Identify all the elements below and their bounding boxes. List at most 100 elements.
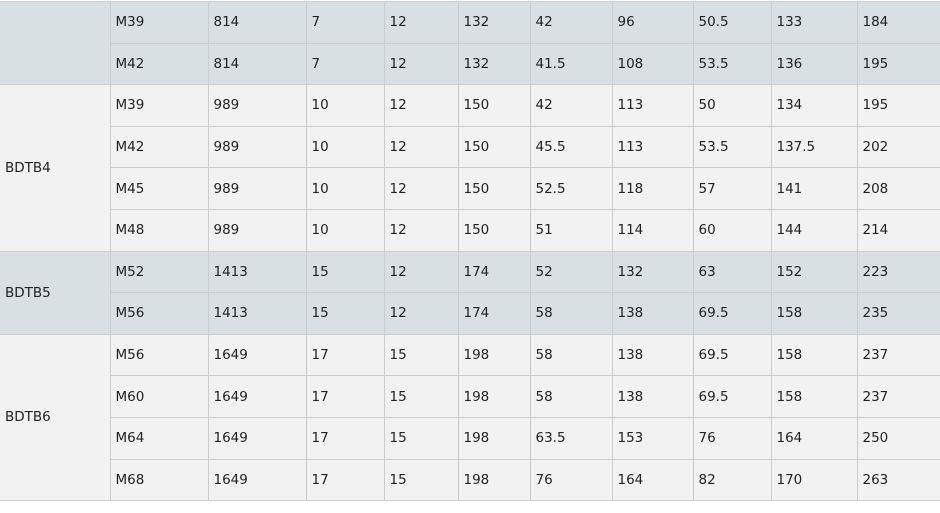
value-cell: 133: [770, 1, 858, 44]
value-cell: 69.5: [692, 292, 772, 335]
value-cell: 164: [611, 458, 694, 502]
value-cell: 137.5: [770, 125, 858, 169]
value-cell: 113: [611, 125, 694, 169]
value-cell: 223: [856, 250, 940, 294]
value-cell: 15: [305, 250, 385, 294]
value-cell: 7: [305, 1, 385, 44]
table-row: M56 1413 15 12 174 58 138 69.5 158 235: [0, 292, 940, 335]
size-cell: M56: [109, 292, 209, 335]
table-row: BDTB5 M52 1413 15 12 174 52 132 63 152 223: [0, 250, 940, 335]
value-cell: 10: [305, 167, 385, 210]
value-cell: 50: [692, 84, 772, 127]
value-cell: 45.5: [529, 125, 613, 169]
value-cell: 58: [529, 375, 613, 418]
value-cell: 198: [457, 416, 531, 460]
value-cell: 58: [529, 333, 613, 377]
value-cell: 1649: [207, 333, 307, 377]
table-row: M60 1649 17 15 198 58 138 69.5 158 237: [0, 375, 940, 418]
value-cell: 237: [856, 333, 940, 377]
value-cell: 170: [770, 458, 858, 502]
value-cell: 10: [305, 84, 385, 127]
size-cell: M45: [109, 167, 209, 210]
value-cell: 51: [529, 208, 613, 252]
value-cell: 989: [207, 84, 307, 127]
value-cell: 12: [383, 42, 459, 86]
value-cell: 136: [770, 42, 858, 86]
value-cell: 153: [611, 416, 694, 460]
value-cell: 76: [529, 458, 613, 502]
value-cell: 141: [770, 167, 858, 210]
size-cell: M52: [109, 250, 209, 294]
value-cell: 76: [692, 416, 772, 460]
table-row: M68 1649 17 15 198 76 164 82 170 263: [0, 458, 940, 502]
value-cell: 164: [770, 416, 858, 460]
value-cell: 17: [305, 416, 385, 460]
value-cell: 1413: [207, 292, 307, 335]
value-cell: 158: [770, 292, 858, 335]
size-cell: M42: [109, 125, 209, 169]
value-cell: 113: [611, 84, 694, 127]
value-cell: 17: [305, 375, 385, 418]
value-cell: 989: [207, 125, 307, 169]
value-cell: 132: [611, 250, 694, 294]
value-cell: 150: [457, 84, 531, 127]
value-cell: 235: [856, 292, 940, 335]
value-cell: 63: [692, 250, 772, 294]
value-cell: 195: [856, 42, 940, 86]
value-cell: 10: [305, 125, 385, 169]
value-cell: 184: [856, 1, 940, 44]
value-cell: 53.5: [692, 42, 772, 86]
value-cell: 52: [529, 250, 613, 294]
size-cell: M64: [109, 416, 209, 460]
value-cell: 814: [207, 42, 307, 86]
value-cell: 12: [383, 292, 459, 335]
value-cell: 96: [611, 1, 694, 44]
value-cell: 17: [305, 458, 385, 502]
value-cell: 208: [856, 167, 940, 210]
size-cell: M56: [109, 333, 209, 377]
group-label-cell: BDTB6: [0, 333, 111, 502]
value-cell: 237: [856, 375, 940, 418]
table-row: BDTB6 M56 1649 17 15 198 58 138 69.5 158 237: [0, 333, 940, 502]
value-cell: 118: [611, 167, 694, 210]
value-cell: 15: [383, 333, 459, 377]
value-cell: 42: [529, 1, 613, 44]
size-cell: M68: [109, 458, 209, 502]
value-cell: 174: [457, 292, 531, 335]
value-cell: 1413: [207, 250, 307, 294]
value-cell: 144: [770, 208, 858, 252]
value-cell: 814: [207, 1, 307, 44]
value-cell: 198: [457, 458, 531, 502]
value-cell: 63.5: [529, 416, 613, 460]
group-label-cell: BDTB4: [0, 84, 111, 252]
value-cell: 214: [856, 208, 940, 252]
value-cell: 42: [529, 84, 613, 127]
size-cell: M60: [109, 375, 209, 418]
value-cell: 263: [856, 458, 940, 502]
value-cell: 12: [383, 1, 459, 44]
value-cell: 53.5: [692, 125, 772, 169]
value-cell: 158: [770, 375, 858, 418]
table-row: M42 989 10 12 150 45.5 113 53.5 137.5 202: [0, 125, 940, 169]
value-cell: 174: [457, 250, 531, 294]
group-label-cell: [0, 0, 111, 86]
value-cell: 15: [383, 416, 459, 460]
value-cell: 138: [611, 333, 694, 377]
value-cell: 198: [457, 333, 531, 377]
value-cell: 134: [770, 84, 858, 127]
value-cell: 41.5: [529, 42, 613, 86]
value-cell: 12: [383, 167, 459, 210]
value-cell: 69.5: [692, 333, 772, 377]
value-cell: 132: [457, 42, 531, 86]
value-cell: 57: [692, 167, 772, 210]
value-cell: 250: [856, 416, 940, 460]
value-cell: 132: [457, 1, 531, 44]
value-cell: 138: [611, 292, 694, 335]
table-row: M42 814 7 12 132 41.5 108 53.5 136 195: [0, 42, 940, 86]
table-row: M45 989 10 12 150 52.5 118 57 141 208: [0, 167, 940, 210]
value-cell: 150: [457, 125, 531, 169]
value-cell: 7: [305, 42, 385, 86]
value-cell: 69.5: [692, 375, 772, 418]
value-cell: 989: [207, 167, 307, 210]
value-cell: 152: [770, 250, 858, 294]
